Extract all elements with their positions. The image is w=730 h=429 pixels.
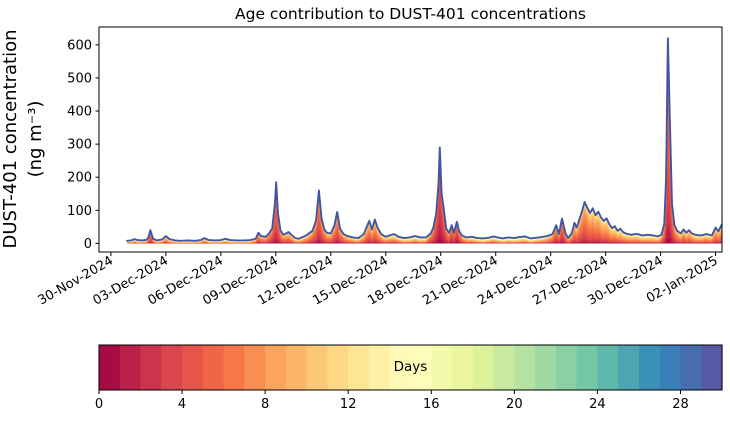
colorbar-border <box>98 344 723 391</box>
y-tick-label: 0 <box>84 237 92 252</box>
colorbar-tick-label: 28 <box>672 397 689 412</box>
age-band-5 <box>127 97 722 244</box>
colorbar-band-5 <box>202 345 225 390</box>
chart-title: Age contribution to DUST-401 concentrati… <box>235 5 586 23</box>
colorbar-band-23 <box>576 345 598 390</box>
colorbar-ticks: 0 4 8 12 16 20 24 28 <box>95 390 689 412</box>
colorbar-tick-label: 20 <box>506 397 523 412</box>
colorbar-band-17 <box>452 345 474 390</box>
total-outline <box>126 37 723 242</box>
colorbar-band-2 <box>140 345 162 390</box>
colorbar-band-20 <box>514 345 536 390</box>
colorbar-band-27 <box>659 345 682 390</box>
colorbar-band-15 <box>410 345 432 390</box>
age-band-2 <box>127 201 722 244</box>
colorbar-bands <box>99 345 723 390</box>
colorbar-band-14 <box>389 345 412 390</box>
colorbar-band-25 <box>618 345 640 390</box>
colorbar-band-26 <box>638 345 661 390</box>
colorbar-band-21 <box>535 345 557 390</box>
y-axis-label-line2: (ng m⁻³) <box>25 101 46 178</box>
colorbar-band-9 <box>285 345 308 390</box>
plot-border <box>98 26 723 253</box>
age-band-3 <box>127 168 722 244</box>
colorbar-tick-label: 24 <box>589 397 606 412</box>
colorbar-band-3 <box>161 345 183 390</box>
colorbar-band-13 <box>368 345 391 390</box>
colorbar-label: Days <box>394 359 428 375</box>
colorbar-band-11 <box>327 345 349 390</box>
colorbar-band-22 <box>555 345 578 390</box>
colorbar-band-10 <box>306 345 329 390</box>
colorbar-band-4 <box>182 345 204 390</box>
colorbar: 0 4 8 12 16 20 24 28 Days <box>95 344 723 412</box>
colorbar-tick-label: 4 <box>178 397 186 412</box>
colorbar-band-28 <box>680 345 702 390</box>
total-concentration-line <box>126 37 723 242</box>
y-axis: 0 100 200 300 400 500 600 <box>67 38 99 252</box>
y-tick-label: 200 <box>67 171 92 186</box>
colorbar-band-29 <box>701 345 723 390</box>
colorbar-tick-label: 16 <box>423 397 440 412</box>
y-tick-label: 500 <box>67 71 92 86</box>
colorbar-band-24 <box>597 345 619 390</box>
colorbar-band-0 <box>99 345 121 390</box>
y-tick-label: 400 <box>67 105 92 120</box>
y-tick-label: 300 <box>67 138 92 153</box>
colorbar-band-16 <box>431 345 453 390</box>
colorbar-band-1 <box>119 345 142 390</box>
colorbar-tick-label: 12 <box>340 397 357 412</box>
colorbar-band-19 <box>493 345 515 390</box>
colorbar-band-12 <box>348 345 370 390</box>
colorbar-tick-label: 0 <box>95 397 103 412</box>
y-axis-label-line1: DUST-401 concentration <box>0 29 21 248</box>
age-band-4 <box>127 131 722 244</box>
colorbar-tick-label: 8 <box>261 397 269 412</box>
colorbar-band-18 <box>472 345 495 390</box>
colorbar-band-8 <box>265 345 287 390</box>
y-tick-label: 100 <box>67 204 92 219</box>
y-tick-label: 600 <box>67 38 92 53</box>
colorbar-band-6 <box>223 345 245 390</box>
colorbar-band-7 <box>244 345 266 390</box>
